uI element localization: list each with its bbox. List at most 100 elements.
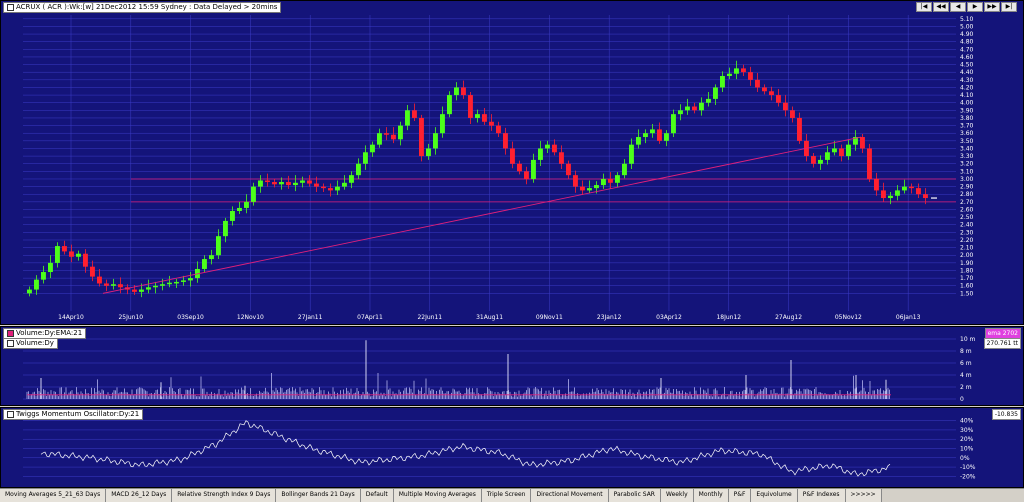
candle-body bbox=[160, 284, 165, 286]
price-chart-title: ACRUX ( ACR ):Wk:[w] 21Dec2012 15:59 Syd… bbox=[3, 2, 282, 13]
price-y-tick: 2.20 bbox=[960, 237, 974, 244]
candle-body bbox=[762, 87, 767, 92]
candle-body bbox=[230, 211, 235, 221]
candle-body bbox=[727, 73, 732, 77]
candle-body bbox=[167, 282, 172, 285]
candle-body bbox=[650, 129, 655, 134]
tab-7[interactable]: Directional Movement bbox=[531, 489, 609, 502]
candle-body bbox=[419, 117, 424, 157]
candle-body bbox=[797, 117, 802, 141]
candle-body bbox=[69, 251, 74, 257]
candle-body bbox=[363, 152, 368, 164]
volume-title: Volume:Dy bbox=[3, 338, 58, 349]
price-y-tick: 1.70 bbox=[960, 275, 974, 282]
tab-13[interactable]: P&F Indexes bbox=[797, 489, 846, 502]
tab-4[interactable]: Default bbox=[360, 489, 394, 502]
candle-body bbox=[888, 195, 893, 199]
candle-body bbox=[916, 188, 921, 195]
candle-body bbox=[461, 87, 466, 96]
price-y-tick: 3.50 bbox=[960, 138, 974, 145]
oscillator-y-tick: -10% bbox=[960, 464, 976, 471]
candle-body bbox=[496, 125, 501, 134]
candle-body bbox=[307, 180, 312, 184]
tab-3[interactable]: Bollinger Bands 21 Days bbox=[276, 489, 361, 502]
candle-body bbox=[552, 144, 557, 153]
candle-body bbox=[153, 285, 158, 288]
tab-14[interactable]: >>>>> bbox=[845, 489, 882, 502]
price-x-tick: 22Jun11 bbox=[417, 314, 442, 321]
price-x-tick: 05Nov12 bbox=[835, 314, 862, 321]
candle-body bbox=[62, 246, 67, 252]
candle-body bbox=[272, 182, 277, 185]
tab-12[interactable]: Equivolume bbox=[751, 489, 798, 502]
candle-body bbox=[874, 178, 879, 191]
tab-11[interactable]: P&F bbox=[728, 489, 752, 502]
price-y-tick: 3.70 bbox=[960, 123, 974, 130]
candle-body bbox=[881, 190, 886, 199]
price-x-tick: 03Sep10 bbox=[177, 314, 204, 321]
oscillator-y-tick: 30% bbox=[960, 427, 974, 434]
candle-body bbox=[853, 137, 858, 145]
oscillator-chart: 40% 30% 20% 10% 0% -10% -20% bbox=[23, 418, 976, 480]
candle-body bbox=[671, 114, 676, 134]
candle-body bbox=[139, 289, 144, 292]
candle-body bbox=[636, 137, 641, 145]
volume-y-tick: 0 bbox=[960, 396, 964, 403]
candle-body bbox=[524, 171, 529, 179]
candle-body bbox=[734, 68, 739, 74]
candle-body bbox=[580, 186, 585, 191]
candle-body bbox=[538, 148, 543, 160]
candle-body bbox=[55, 246, 60, 263]
candle-body bbox=[699, 102, 704, 111]
nav-button-2[interactable]: ◀ bbox=[950, 2, 966, 12]
nav-button-5[interactable]: ▶| bbox=[1001, 2, 1017, 12]
candle-body bbox=[454, 87, 459, 96]
candle-body bbox=[531, 159, 536, 179]
candle-body bbox=[629, 144, 634, 164]
candle-body bbox=[713, 87, 718, 99]
tab-6[interactable]: Triple Screen bbox=[481, 489, 532, 502]
tab-9[interactable]: Weekly bbox=[660, 489, 694, 502]
nav-button-1[interactable]: ◀◀ bbox=[933, 2, 949, 12]
candle-body bbox=[867, 148, 872, 179]
candle-body bbox=[356, 163, 361, 176]
price-chart-pane[interactable]: 5.10 5.00 4.90 4.80 4.70 4.60 4.50 4.40 4.30 4.20… bbox=[0, 0, 1024, 325]
tab-1[interactable]: MACD 26_12 Days bbox=[106, 489, 173, 502]
candle-body bbox=[188, 278, 193, 281]
oscillator-pane[interactable]: 40% 30% 20% 10% 0% -10% -20% Twiggs Momentum O… bbox=[0, 407, 1024, 488]
candle-body bbox=[594, 185, 599, 189]
candle-body bbox=[111, 284, 116, 286]
tab-10[interactable]: Monthly bbox=[693, 489, 729, 502]
candle-body bbox=[83, 253, 88, 267]
candle-body bbox=[692, 106, 697, 111]
candle-body bbox=[846, 144, 851, 157]
tab-0[interactable]: Moving Averages 5_21_63 Days bbox=[0, 489, 107, 502]
candle-body bbox=[741, 68, 746, 73]
candle-body bbox=[104, 283, 109, 286]
price-y-tick: 4.90 bbox=[960, 31, 974, 38]
price-x-tick: 06Jan13 bbox=[896, 314, 921, 321]
tab-2[interactable]: Relative Strength Index 9 Days bbox=[172, 489, 277, 502]
candle-body bbox=[34, 279, 39, 290]
candle-body bbox=[664, 133, 669, 141]
price-x-tick: 07Apr11 bbox=[357, 314, 383, 321]
price-y-tick: 4.60 bbox=[960, 54, 974, 61]
candle-body bbox=[503, 133, 508, 149]
nav-button-3[interactable]: ▶ bbox=[967, 2, 983, 12]
price-y-tick: 1.50 bbox=[960, 290, 974, 297]
volume-y-tick: 4 m bbox=[960, 372, 972, 379]
price-x-tick: 25Jun10 bbox=[118, 314, 143, 321]
price-x-tick: 14Apr10 bbox=[58, 314, 84, 321]
tab-5[interactable]: Multiple Moving Averages bbox=[393, 489, 482, 502]
price-x-tick: 31Aug11 bbox=[476, 314, 503, 321]
nav-button-4[interactable]: ▶▶ bbox=[984, 2, 1000, 12]
candle-body bbox=[790, 110, 795, 118]
tab-8[interactable]: Parabolic SAR bbox=[608, 489, 661, 502]
oscillator-y-tick: 10% bbox=[960, 446, 974, 453]
nav-button-0[interactable]: |◀ bbox=[916, 2, 932, 12]
candle-body bbox=[328, 188, 333, 191]
oscillator-y-tick: 40% bbox=[960, 418, 974, 425]
oscillator-line bbox=[40, 420, 891, 477]
candle-body bbox=[720, 76, 725, 88]
